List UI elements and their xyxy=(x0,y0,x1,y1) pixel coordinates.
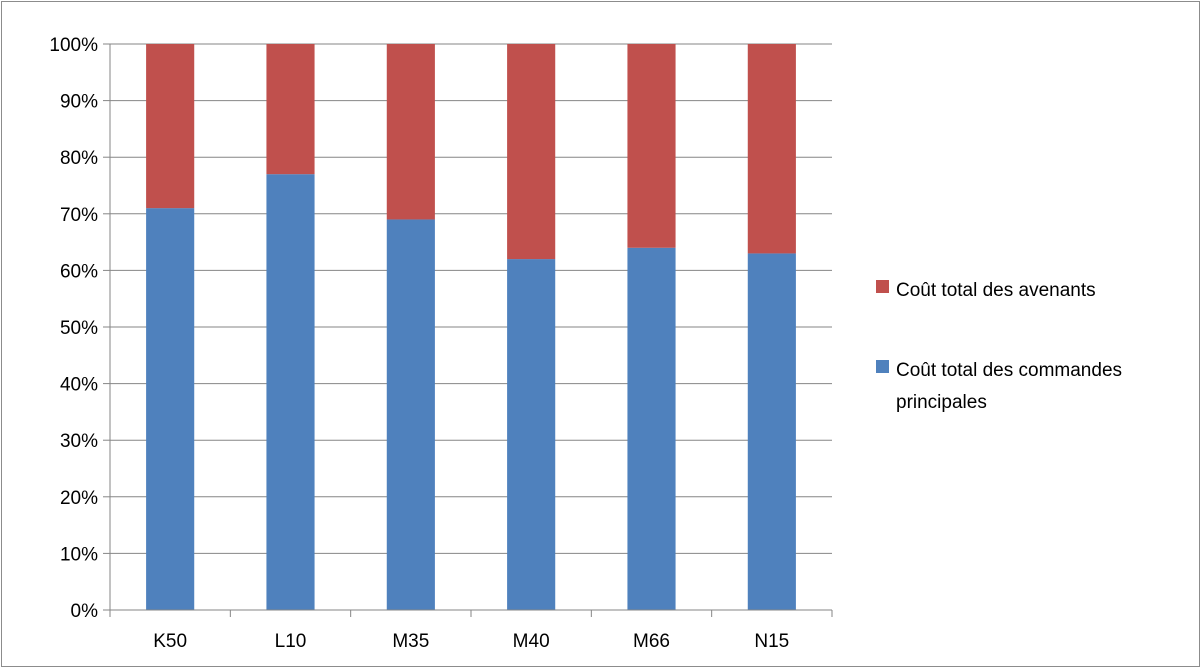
bar-n15-series-1 xyxy=(747,44,796,254)
y-tick-label: 70% xyxy=(60,205,98,226)
bar-k50-series-0 xyxy=(146,208,195,610)
bar-n15-series-0 xyxy=(747,253,796,611)
bars xyxy=(146,44,796,611)
bar-m35-series-1 xyxy=(386,44,435,220)
legend-label: Coût total des avenants xyxy=(896,280,1096,301)
y-tick-label: 10% xyxy=(60,544,98,565)
axes: 0% 10% 20% 30% 40% 50% 60% 70% 80% 90% 100% K50 L10 M… xyxy=(49,35,833,652)
x-tick-label: M35 xyxy=(392,631,429,652)
bar-m35-series-0 xyxy=(386,219,435,610)
x-tick-label: M40 xyxy=(513,631,550,652)
gridlines xyxy=(110,43,832,554)
y-tick-label: 50% xyxy=(60,318,98,339)
x-tick-label: M66 xyxy=(633,631,670,652)
x-tick-label: K50 xyxy=(153,631,187,652)
y-tick-label: 40% xyxy=(60,375,98,396)
bar-m40-series-0 xyxy=(507,259,556,610)
legend-swatch xyxy=(876,360,889,373)
y-tick-label: 80% xyxy=(60,148,98,169)
bar-l10-series-1 xyxy=(266,44,315,175)
legend: Coût total des avenants Coût total des co… xyxy=(876,280,1122,413)
y-tick-label: 90% xyxy=(60,92,98,113)
bar-m40-series-1 xyxy=(507,44,556,260)
bar-m66-series-0 xyxy=(627,247,676,610)
x-tick-label: N15 xyxy=(754,631,789,652)
legend-label: principales xyxy=(896,392,987,413)
y-tick-label: 60% xyxy=(60,261,98,282)
legend-swatch xyxy=(876,280,889,293)
bar-k50-series-1 xyxy=(146,44,195,209)
bar-m66-series-1 xyxy=(627,44,676,248)
bar-l10-series-0 xyxy=(266,174,315,610)
x-tick-label: L10 xyxy=(275,631,307,652)
y-tick-label: 20% xyxy=(60,488,98,509)
y-tick-label: 0% xyxy=(71,601,99,622)
y-tick-label: 30% xyxy=(60,431,98,452)
y-tick-label: 100% xyxy=(49,35,98,56)
legend-label: Coût total des commandes xyxy=(896,360,1122,381)
